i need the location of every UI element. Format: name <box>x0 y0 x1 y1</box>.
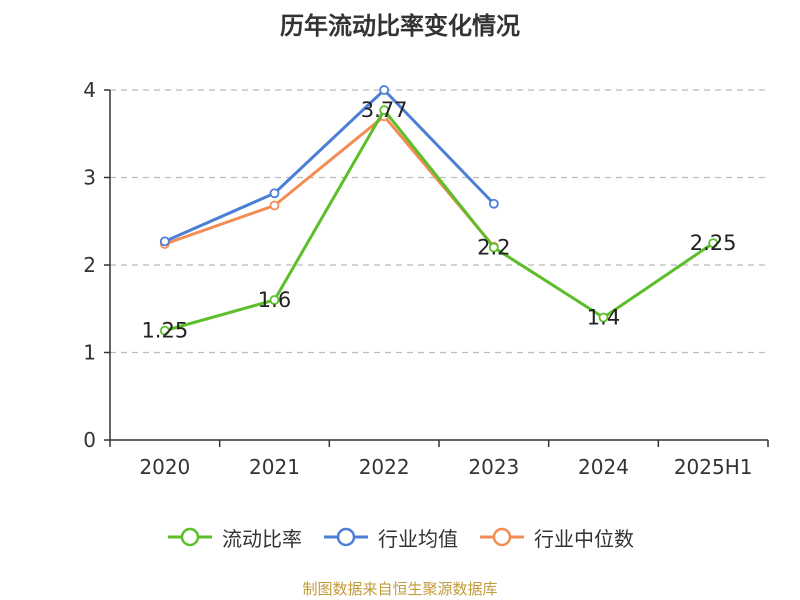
legend-item[interactable]: 行业均值 <box>322 523 458 552</box>
series-2 <box>159 85 499 247</box>
legend-swatch-icon <box>480 527 524 547</box>
y-tick-label: 2 <box>83 253 96 277</box>
x-tick-label: 2022 <box>359 455 410 479</box>
legend-item[interactable]: 流动比率 <box>166 523 302 552</box>
data-point <box>488 198 499 209</box>
legend-label: 行业中位数 <box>534 526 634 551</box>
data-point <box>379 105 390 116</box>
axes: 0 1 2 3 4 2020 2021 2022 2023 2024 2025H1 <box>83 78 769 479</box>
series-line <box>164 88 495 243</box>
y-tick-label: 0 <box>83 428 96 452</box>
data-label: 1.6 <box>258 288 291 312</box>
data-point <box>708 238 719 249</box>
data-point <box>269 188 280 199</box>
data-label: 1.25 <box>141 319 188 343</box>
series-lines <box>159 85 719 336</box>
legend: 流动比率 行业均值 行业中位数 <box>0 520 800 554</box>
legend-label: 行业均值 <box>378 526 458 551</box>
data-point <box>598 312 609 323</box>
series-3 <box>159 111 499 252</box>
data-label: 2.25 <box>690 231 737 255</box>
legend-label: 流动比率 <box>222 526 302 551</box>
y-tick-label: 4 <box>83 78 96 102</box>
data-point <box>159 325 170 336</box>
x-tick-label: 2025H1 <box>674 455 753 479</box>
legend-swatch-icon <box>324 527 368 547</box>
series-1 <box>159 105 719 336</box>
data-point <box>488 242 499 253</box>
data-point <box>159 236 170 247</box>
legend-swatch-icon <box>168 527 212 547</box>
data-point <box>379 85 390 95</box>
x-tick-label: 2023 <box>468 455 519 479</box>
x-tick-label: 2021 <box>249 455 300 479</box>
data-label: 2.2 <box>477 236 510 260</box>
data-label: 1.4 <box>587 306 620 330</box>
x-tick-label: 2020 <box>139 455 190 479</box>
series-line <box>164 108 715 333</box>
series-line <box>164 114 495 248</box>
source-note: 制图数据来自恒生聚源数据库 <box>302 580 498 598</box>
chart-title: 历年流动比率变化情况 <box>280 12 520 40</box>
x-tick-label: 2024 <box>578 455 629 479</box>
data-point <box>269 295 280 305</box>
data-labels: 1.25 1.6 3.77 2.2 1.4 2.25 <box>141 98 736 343</box>
data-label: 3.77 <box>361 98 408 122</box>
y-tick-label: 1 <box>83 341 96 365</box>
y-tick-label: 3 <box>83 166 96 190</box>
legend-item[interactable]: 行业中位数 <box>478 523 634 552</box>
data-point <box>269 200 280 211</box>
